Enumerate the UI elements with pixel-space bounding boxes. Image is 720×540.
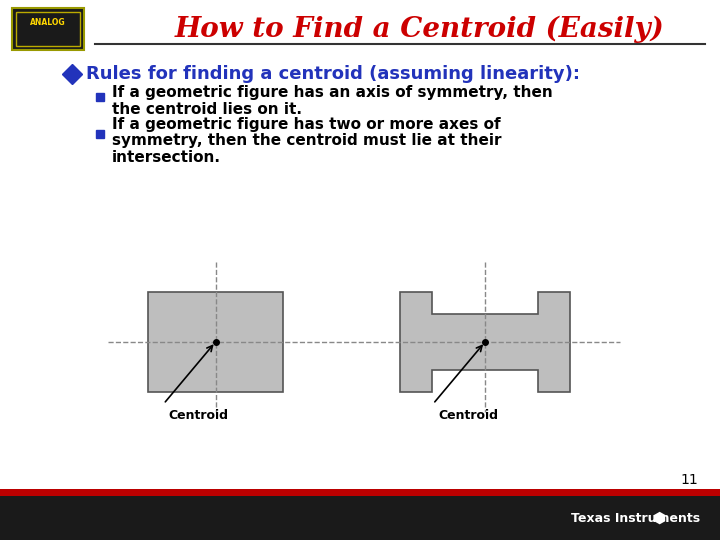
Text: symmetry, then the centroid must lie at their: symmetry, then the centroid must lie at … <box>112 133 502 148</box>
Bar <box>12 8 84 50</box>
Text: the centroid lies on it.: the centroid lies on it. <box>112 103 302 118</box>
Text: If a geometric figure has an axis of symmetry, then: If a geometric figure has an axis of sym… <box>112 84 553 99</box>
Text: Centroid: Centroid <box>438 409 498 422</box>
Text: 11: 11 <box>680 473 698 487</box>
Text: Texas Instruments: Texas Instruments <box>571 511 700 524</box>
Text: Centroid: Centroid <box>168 409 228 422</box>
Text: If a geometric figure has two or more axes of: If a geometric figure has two or more ax… <box>112 118 500 132</box>
Text: ANALOG: ANALOG <box>30 18 66 27</box>
Bar <box>0 496 720 540</box>
Bar <box>0 489 720 496</box>
Text: intersection.: intersection. <box>112 150 221 165</box>
Bar <box>148 292 283 392</box>
Polygon shape <box>400 292 570 392</box>
Text: Rules for finding a centroid (assuming linearity):: Rules for finding a centroid (assuming l… <box>86 65 580 83</box>
Text: ⬢: ⬢ <box>653 510 667 525</box>
Text: How to Find a Centroid (Easily): How to Find a Centroid (Easily) <box>175 15 665 43</box>
Bar <box>16 12 80 46</box>
